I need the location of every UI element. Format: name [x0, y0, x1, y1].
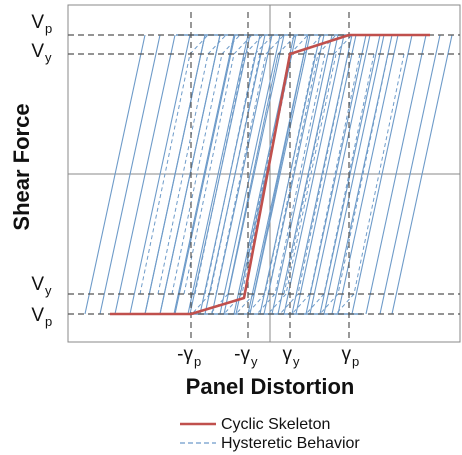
xtick-2-sub: y	[293, 354, 300, 369]
xtick-1-main: -γ	[234, 344, 250, 365]
y-axis-title: Shear Force	[9, 103, 34, 230]
ytick-bottom-1-main: V	[31, 305, 44, 326]
hysteretic-branch-9	[211, 34, 333, 315]
hysteretic-cycle-6	[215, 34, 337, 315]
xtick-3-main: γ	[342, 344, 352, 365]
xtick-1: -γ y	[234, 344, 258, 369]
hysteretic-branch-13	[263, 34, 385, 315]
ytick-bottom-0-sub: y	[45, 283, 52, 298]
hysteretic-cycle-4	[194, 34, 316, 315]
cyclic-skeleton	[110, 33, 430, 316]
xtick-1-sub: y	[251, 354, 258, 369]
legend-label-hysteretic: Hysteretic Behavior	[221, 435, 360, 452]
legend: Cyclic Skeleton Hysteretic Behavior	[180, 416, 360, 452]
ytick-bottom-0-main: V	[31, 274, 44, 295]
ytick-bottom-1-sub: p	[45, 314, 52, 329]
xtick-0-main: -γ	[177, 344, 193, 365]
hysteretic-cycle-5	[204, 34, 326, 315]
hysteretic-branch-2	[114, 34, 236, 315]
ytick-top-1-sub: y	[45, 50, 52, 65]
x-tick-labels: -γ p -γ y γ y γ p	[177, 344, 359, 369]
skeleton-curve	[110, 33, 430, 316]
hysteretic-branch-5	[159, 34, 281, 315]
x-axis-title: Panel Distortion	[186, 374, 355, 399]
xtick-3-sub: p	[352, 354, 359, 369]
hysteretic-branch-4	[144, 34, 266, 315]
ytick-top-1-main: V	[31, 41, 44, 62]
ytick-top-0-main: V	[31, 12, 44, 33]
xtick-0: -γ p	[177, 344, 201, 369]
legend-label-skeleton: Cyclic Skeleton	[221, 416, 330, 433]
xtick-0-sub: p	[194, 354, 201, 369]
ytick-top-0-sub: p	[45, 21, 52, 36]
xtick-2-main: γ	[283, 344, 293, 365]
